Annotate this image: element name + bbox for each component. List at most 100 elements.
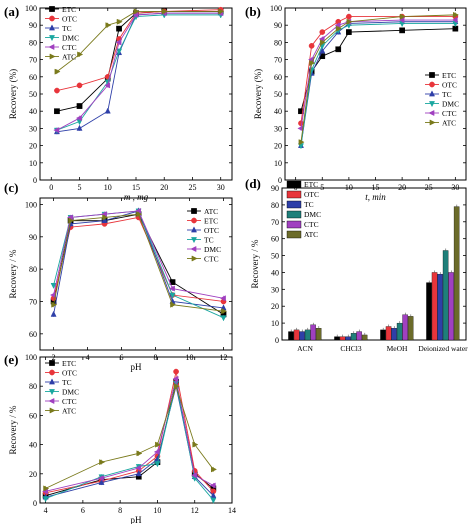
- y-axis-title: Recovery (%): [8, 69, 18, 119]
- y-tick-label: 90: [29, 233, 37, 242]
- y-tick-label: 30: [274, 124, 282, 133]
- data-point-ctc: [172, 375, 179, 382]
- bar-tc-3: [437, 273, 443, 341]
- data-point-ctc: [221, 308, 228, 315]
- legend-label: CTC: [62, 397, 77, 406]
- data-point-otc: [76, 82, 83, 89]
- legend-marker: [190, 237, 198, 244]
- data-point-ctc: [75, 115, 82, 122]
- series-line-dmc: [56, 14, 221, 131]
- data-point-atc: [54, 68, 61, 75]
- legend-marker: [48, 43, 55, 51]
- data-point-atc: [105, 22, 112, 29]
- data-point-ctc: [451, 17, 458, 24]
- legend-marker: [49, 369, 55, 376]
- data-point-dmc: [154, 461, 161, 468]
- y-tick-label: 40: [271, 268, 279, 277]
- y-tick-label: 90: [274, 21, 282, 30]
- legend-marker: [49, 6, 55, 12]
- data-point-ctc: [398, 17, 405, 24]
- panel-letter: (c): [4, 180, 18, 195]
- y-tick-label: 50: [271, 252, 279, 261]
- legend-swatch: [286, 200, 302, 209]
- bar-ctc-1: [356, 331, 362, 341]
- data-point-atc: [335, 25, 342, 32]
- data-point-dmc: [219, 295, 226, 302]
- panel-letter: (a): [4, 4, 19, 19]
- data-point-ctc: [135, 464, 142, 471]
- series-line-atc: [56, 10, 221, 72]
- panel-a: (a) 0 10 20 30 40 50 60 70 80 90 100 Recovery (%) 0 5 1…: [4, 4, 233, 202]
- bar-etc-0: [288, 331, 294, 341]
- bar-ctc-3: [448, 272, 454, 341]
- data-point-ctc: [53, 127, 60, 134]
- legend-label: CTC: [204, 255, 219, 264]
- legend-marker: [48, 378, 56, 385]
- data-point-dmc: [116, 48, 123, 55]
- legend-marker: [190, 226, 198, 233]
- data-point-tc: [76, 124, 83, 131]
- y-tick-label: 80: [29, 382, 37, 391]
- data-point-tc: [104, 107, 111, 114]
- data-point-ctc: [170, 301, 177, 308]
- data-point-ctc: [104, 82, 111, 89]
- category-label: ACN: [297, 344, 313, 353]
- y-tick-label: 90: [271, 184, 279, 193]
- plot-frame: [39, 356, 233, 504]
- y-tick-label: 70: [29, 297, 37, 306]
- data-point-ctc: [318, 35, 325, 42]
- data-point-ctc: [68, 217, 75, 224]
- y-tick-label: 20: [29, 470, 37, 479]
- y-tick-label: 0: [33, 176, 37, 185]
- series-line-atc: [53, 213, 224, 315]
- data-point-tc: [98, 478, 105, 485]
- data-point-otc: [173, 368, 179, 375]
- legend-label: TC: [204, 236, 214, 245]
- bar-dmc-0: [304, 329, 311, 341]
- data-point-ctc: [115, 39, 122, 46]
- data-point-otc: [308, 42, 315, 49]
- legend-marker: [428, 109, 435, 117]
- data-point-otc: [319, 29, 326, 35]
- y-axis-title: Recovery (%): [253, 69, 263, 119]
- data-point-atc: [192, 441, 199, 448]
- data-point-atc: [155, 441, 162, 448]
- data-point-ctc: [97, 475, 104, 482]
- data-point-tc: [135, 470, 142, 477]
- y-axis-title: Recovery / %: [8, 405, 18, 454]
- legend-label: ETC: [304, 180, 318, 189]
- bar-atc-1: [361, 334, 368, 341]
- data-point-atc: [453, 11, 460, 18]
- data-point-atc: [346, 18, 353, 25]
- legend-label: ATC: [204, 207, 218, 216]
- legend-marker: [48, 35, 56, 42]
- data-point-ctc: [132, 11, 139, 18]
- legend-label: DMC: [62, 388, 79, 397]
- bar-etc-1: [334, 336, 340, 341]
- y-axis-title: Recovery / %: [8, 249, 18, 298]
- legend-marker: [190, 245, 197, 253]
- series-line-otc: [56, 9, 221, 91]
- y-tick-label: 0: [275, 336, 279, 345]
- data-point-ctc: [209, 482, 216, 489]
- bar-ctc-0: [310, 324, 316, 341]
- legend-marker: [429, 72, 435, 78]
- data-point-tc: [169, 292, 176, 299]
- x-tick-label: 14: [228, 506, 236, 515]
- x-tick-label: 8: [118, 506, 122, 515]
- y-axis-title: Recovery / %: [250, 239, 260, 288]
- bar-etc-3: [426, 282, 432, 341]
- legend-label: ETC: [62, 5, 76, 14]
- data-point-ctc: [136, 211, 143, 218]
- data-point-ctc: [102, 214, 109, 221]
- legend-marker: [428, 90, 436, 97]
- y-tick-label: 40: [274, 107, 282, 116]
- data-point-otc: [298, 120, 304, 127]
- y-tick-label: 20: [271, 302, 279, 311]
- data-point-atc: [77, 51, 84, 58]
- bar-atc-3: [453, 206, 460, 341]
- plot-frame: [281, 187, 467, 341]
- series-line-tc: [53, 210, 224, 319]
- y-tick-label: 20: [29, 142, 37, 151]
